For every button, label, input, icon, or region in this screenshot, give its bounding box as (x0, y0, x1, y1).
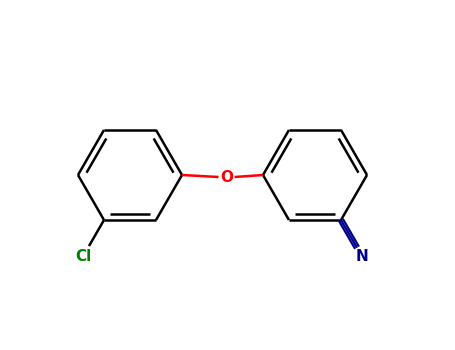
Text: N: N (356, 249, 369, 264)
Text: Cl: Cl (75, 249, 91, 264)
Text: O: O (220, 169, 233, 184)
